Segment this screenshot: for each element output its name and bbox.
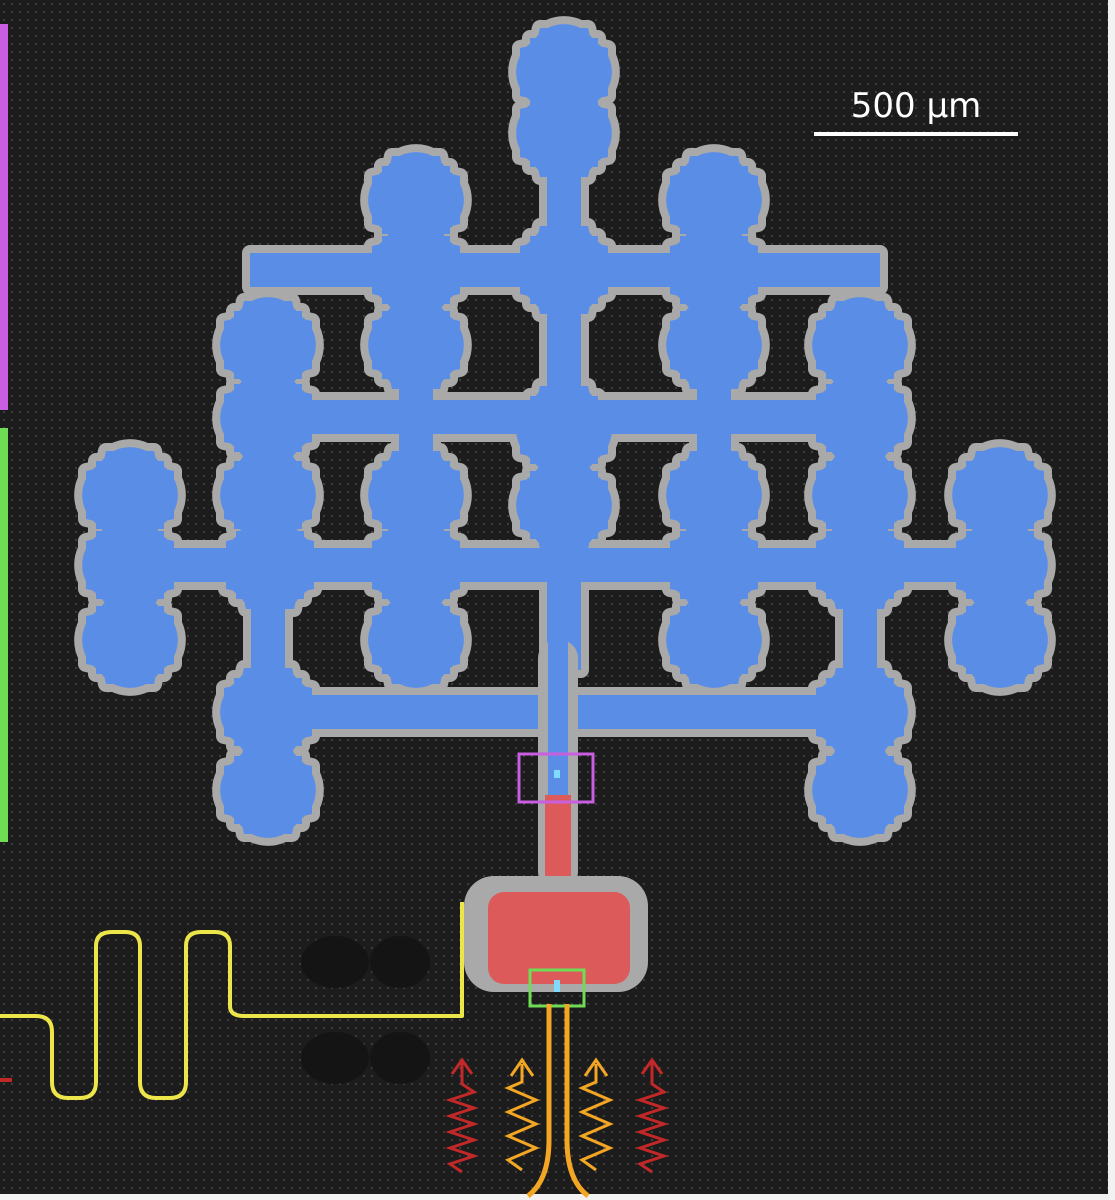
red-wave-arrow	[445, 1057, 479, 1174]
orange-wave-arrow	[578, 1057, 614, 1172]
chip-edge	[1108, 0, 1115, 1200]
dark-blob	[370, 936, 430, 988]
red-wave-arrow	[635, 1057, 669, 1174]
dark-blob	[301, 1032, 369, 1084]
junction-detail	[554, 770, 560, 778]
junction-detail	[554, 980, 560, 992]
orange-line-right	[564, 1004, 590, 1198]
chip-bottom-edge	[0, 1194, 1115, 1200]
qubit-pad	[488, 892, 630, 984]
junction-marker-magenta	[517, 752, 595, 804]
red-edge-mark	[0, 1078, 12, 1082]
orange-wave-arrow	[504, 1057, 540, 1172]
scale-bar-label: 500 µm	[850, 86, 982, 126]
green-side-bar	[0, 428, 8, 842]
dark-blob	[301, 936, 369, 988]
junction-marker-green	[528, 968, 586, 1008]
resonator-stem	[548, 640, 568, 800]
dark-blob	[370, 1032, 430, 1084]
scale-bar-line	[814, 132, 1018, 136]
yellow-feedline	[0, 902, 464, 1100]
magenta-side-bar	[0, 24, 8, 410]
orange-line-left	[526, 1004, 552, 1198]
